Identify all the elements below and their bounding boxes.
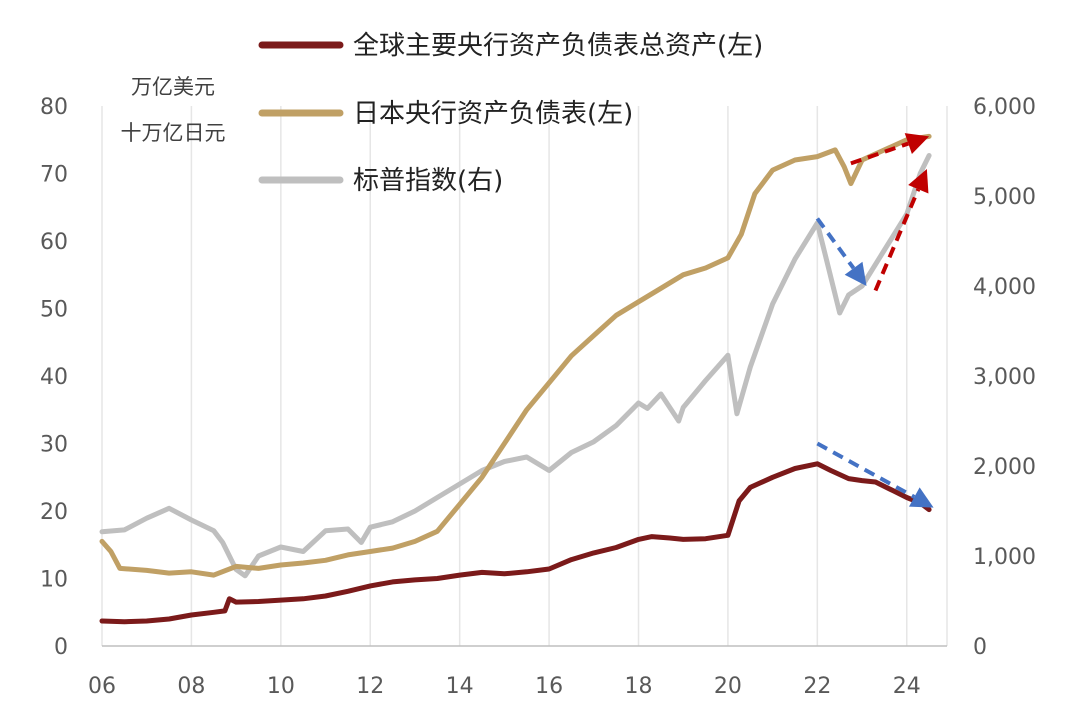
trend-arrow-line-2 <box>815 217 856 270</box>
x-tick-label: 08 <box>177 674 205 699</box>
x-tick-label: 06 <box>88 674 116 699</box>
left-y-tick-label: 50 <box>40 298 68 323</box>
x-tick-label: 20 <box>714 674 742 699</box>
left-y-tick-label: 80 <box>40 95 68 120</box>
left-axis-unit-jpy: 十万亿日元 <box>121 121 226 145</box>
axes: 06 08 10 12 14 16 18 20 22 24 0 10 20 30 40 50 60 70 80 0 1,… <box>40 95 1036 699</box>
left-axis-unit-usd: 万亿美元 <box>131 75 215 99</box>
right-y-tick-label: 6,000 <box>973 95 1036 120</box>
trend-arrow-head-2 <box>844 261 867 286</box>
right-y-tick-label: 1,000 <box>973 545 1036 570</box>
trend-arrow-head-3 <box>909 487 934 508</box>
series-lines <box>99 133 932 625</box>
x-tick-label: 22 <box>803 674 831 699</box>
x-tick-label: 12 <box>356 674 384 699</box>
series-line-2 <box>99 153 932 579</box>
trend-arrows <box>815 133 934 508</box>
x-tick-label: 10 <box>267 674 295 699</box>
legend-label-2: 标普指数(右) <box>353 166 503 196</box>
legend-label-0: 全球主要央行资产负债表总资产(左) <box>353 31 763 61</box>
x-tick-label: 24 <box>893 674 921 699</box>
x-tick-label: 14 <box>446 674 474 699</box>
x-tick-label: 16 <box>535 674 563 699</box>
series-line-0 <box>99 461 932 625</box>
series-line-1 <box>99 133 932 578</box>
right-y-tick-label: 3,000 <box>973 365 1036 390</box>
left-y-tick-label: 40 <box>40 365 68 390</box>
left-y-tick-label: 30 <box>40 433 68 458</box>
trend-arrow-head-0 <box>904 133 930 154</box>
right-y-tick-label: 2,000 <box>973 455 1036 480</box>
left-y-tick-label: 60 <box>40 230 68 255</box>
left-y-tick-label: 10 <box>40 568 68 593</box>
trend-arrow-line-3 <box>816 441 916 499</box>
x-tick-label: 18 <box>625 674 653 699</box>
right-y-tick-label: 4,000 <box>973 275 1036 300</box>
trend-arrow-line-1 <box>873 188 921 292</box>
right-y-tick-label: 0 <box>973 635 987 660</box>
gridlines <box>101 106 948 646</box>
trend-arrow-line-0 <box>850 141 909 166</box>
left-y-tick-label: 20 <box>40 500 68 525</box>
left-y-tick-label: 0 <box>54 635 68 660</box>
left-y-tick-label: 70 <box>40 163 68 188</box>
legend-label-1: 日本央行资产负债表(左) <box>353 99 633 129</box>
trend-arrow-head-1 <box>908 169 929 194</box>
right-y-tick-label: 5,000 <box>973 185 1036 210</box>
legend: 全球主要央行资产负债表总资产(左) 日本央行资产负债表(左) 标普指数(右) <box>258 31 763 196</box>
